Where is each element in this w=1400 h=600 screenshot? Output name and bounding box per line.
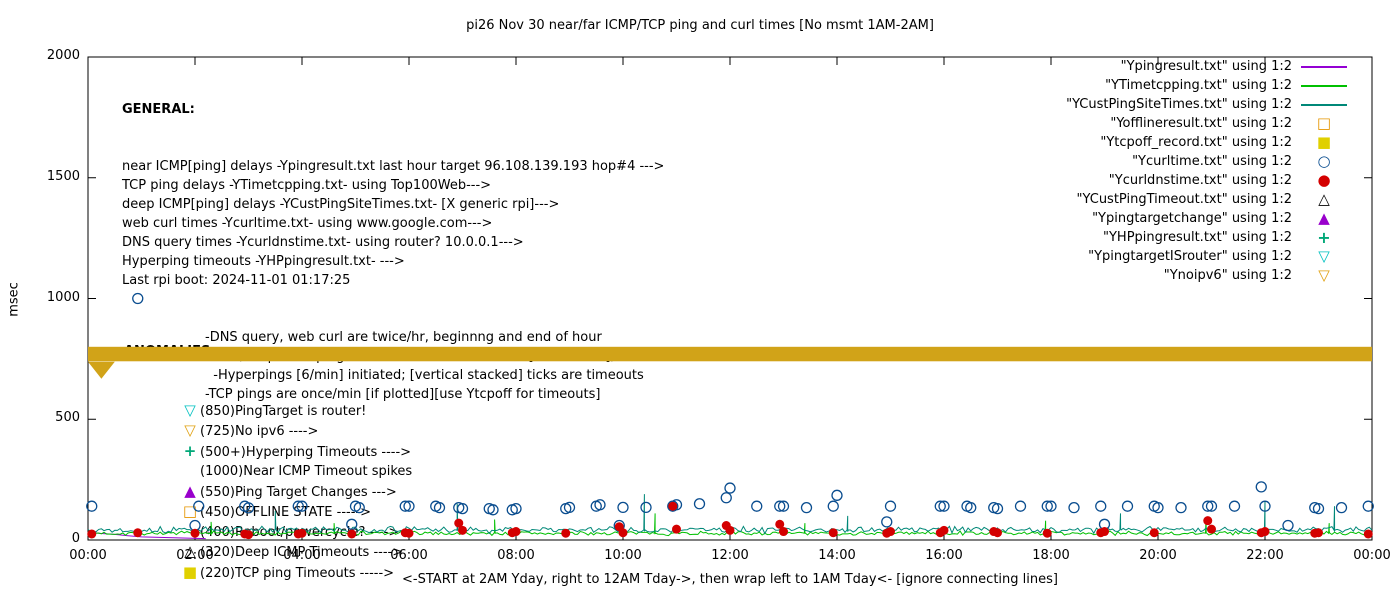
legend-sample-circle-filled-icon: ● [1292, 173, 1356, 188]
legend-sample-triangle-down-open-icon: ▽ [1292, 249, 1356, 264]
legend-item-label: "YCustPingTimeout.txt" using 1:2 [1076, 192, 1292, 207]
y-tick-label: 2000 [46, 48, 80, 63]
legend-item: "Ycurldnstime.txt" using 1:2 ● [1066, 171, 1356, 190]
x-tick-label: 00:00 [1353, 548, 1391, 563]
legend-sample-square-filled-icon: ■ [1292, 135, 1356, 150]
legend-marker-icon: ■ [1316, 133, 1332, 151]
legend-line-sample [1301, 84, 1347, 87]
legend-item: "Ynoipv6" using 1:2 ▽ [1066, 266, 1356, 285]
legend-line-sample [1301, 65, 1347, 68]
x-tick-label: 08:00 [497, 548, 535, 563]
x-axis-label: <-START at 2AM Yday, right to 12AM Tday-… [402, 572, 1058, 587]
legend-item: "YHPpingresult.txt" using 1:2 + [1066, 228, 1356, 247]
x-tick-label: 02:00 [176, 548, 214, 563]
legend-sample-line-icon [1292, 84, 1356, 87]
anomaly-row: △ (320)Deep ICMP Timeouts ----> [180, 542, 412, 563]
legend-item: "Yofflineresult.txt" using 1:2 □ [1066, 114, 1356, 133]
legend-marker-icon: ● [1317, 171, 1331, 189]
legend-marker-icon: △ [1318, 190, 1330, 208]
x-tick-label: 06:00 [390, 548, 428, 563]
legend-sample-plus-icon: + [1292, 228, 1356, 247]
legend-marker-icon: ▽ [1318, 247, 1330, 265]
legend-line-sample [1301, 103, 1347, 106]
x-tick-label: 18:00 [1032, 548, 1070, 563]
legend-item-label: "Ynoipv6" using 1:2 [1163, 268, 1292, 283]
y-tick-label: 500 [55, 410, 80, 426]
legend-sample-triangle-down-open-icon: ▽ [1292, 268, 1356, 283]
legend-sample-triangle-up-open-icon: △ [1292, 192, 1356, 207]
chart-title: pi26 Nov 30 near/far ICMP/TCP ping and c… [466, 18, 934, 33]
legend-item-label: "YTimetcpping.txt" using 1:2 [1105, 78, 1292, 93]
x-tick-label: 14:00 [818, 548, 856, 563]
y-tick-label: 1000 [46, 289, 80, 305]
legend-item: "Ypingresult.txt" using 1:2 [1066, 57, 1356, 76]
legend-item: "YCustPingSiteTimes.txt" using 1:2 [1066, 95, 1356, 114]
x-tick-label: 16:00 [925, 548, 963, 563]
x-tick-label: 04:00 [283, 548, 321, 563]
x-tick-label: 00:00 [69, 548, 107, 563]
legend-sample-line-icon [1292, 103, 1356, 106]
legend-marker-icon: + [1317, 228, 1331, 247]
legend-item-label: "Ycurldnstime.txt" using 1:2 [1108, 173, 1292, 188]
legend-sample-square-open-icon: □ [1292, 116, 1356, 131]
x-tick-label: 22:00 [1246, 548, 1284, 563]
legend-item: "Ytcpoff_record.txt" using 1:2 ■ [1066, 133, 1356, 152]
legend-item: "YCustPingTimeout.txt" using 1:2 △ [1066, 190, 1356, 209]
legend-item-label: "Ypingresult.txt" using 1:2 [1120, 59, 1292, 74]
y-tick-label: 1500 [46, 168, 80, 184]
legend-marker-icon: ▽ [1318, 266, 1330, 284]
legend-sample-line-icon [1292, 65, 1356, 68]
anomaly-row: ■ (220)TCP ping Timeouts -----> [180, 563, 412, 584]
x-tick-label: 12:00 [711, 548, 749, 563]
anomaly-triangle-up-open-icon: △ [184, 542, 196, 560]
legend-sample-circle-open-icon: ○ [1292, 154, 1356, 169]
legend-marker-icon: ○ [1317, 152, 1331, 170]
y-tick-label: 0 [71, 531, 80, 546]
x-tick-label: 10:00 [604, 548, 642, 563]
legend-item-label: "YpingtargetISrouter" using 1:2 [1088, 249, 1292, 264]
legend-marker-icon: □ [1316, 114, 1332, 132]
anomaly-text: (220)TCP ping Timeouts -----> [200, 565, 395, 581]
legend-item-label: "YCustPingSiteTimes.txt" using 1:2 [1066, 97, 1292, 112]
legend-item-label: "Yofflineresult.txt" using 1:2 [1110, 116, 1292, 131]
anomaly-text: (320)Deep ICMP Timeouts ----> [200, 545, 404, 560]
legend-item: "Ypingtargetchange" using 1:2 ▲ [1066, 209, 1356, 228]
legend-item-label: "Ypingtargetchange" using 1:2 [1092, 211, 1292, 226]
legend-item: "YpingtargetISrouter" using 1:2 ▽ [1066, 247, 1356, 266]
anomaly-square-filled-icon: ■ [182, 562, 198, 581]
x-tick-label: 20:00 [1139, 548, 1177, 563]
legend: "Ypingresult.txt" using 1:2 "YTimetcpping… [1066, 57, 1356, 285]
legend-item-label: "Ycurltime.txt" using 1:2 [1132, 154, 1292, 169]
legend-sample-triangle-up-filled-icon: ▲ [1292, 211, 1356, 226]
legend-item-label: "Ytcpoff_record.txt" using 1:2 [1100, 135, 1292, 150]
legend-item: "Ycurltime.txt" using 1:2 ○ [1066, 152, 1356, 171]
legend-item: "YTimetcpping.txt" using 1:2 [1066, 76, 1356, 95]
legend-item-label: "YHPpingresult.txt" using 1:2 [1103, 230, 1292, 245]
legend-marker-icon: ▲ [1318, 209, 1330, 227]
